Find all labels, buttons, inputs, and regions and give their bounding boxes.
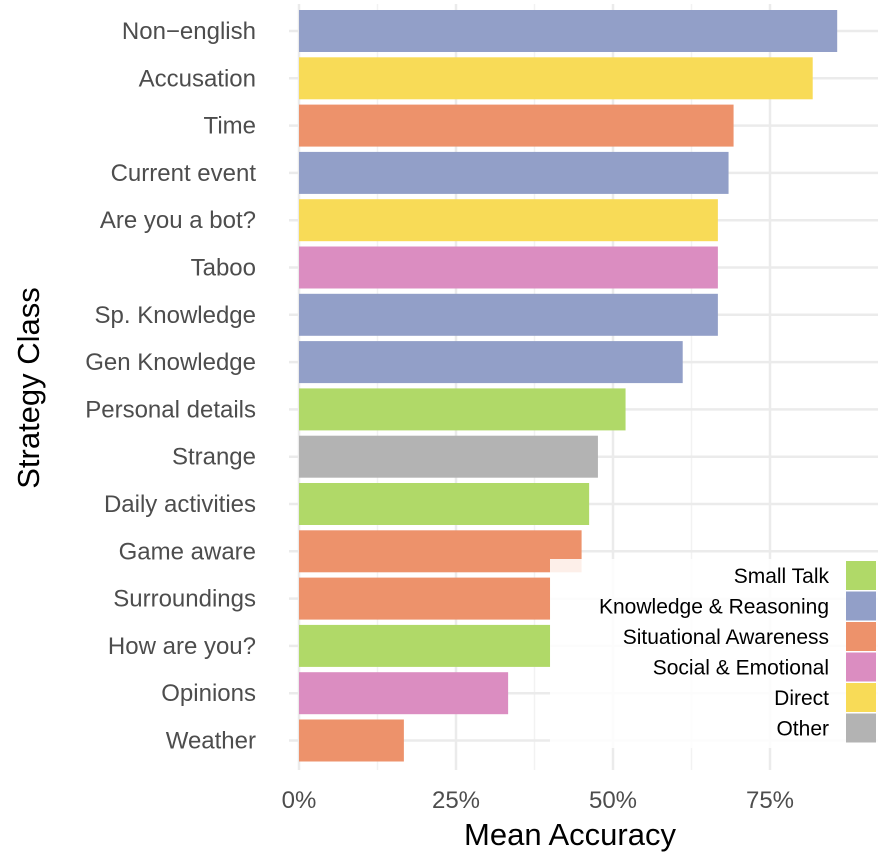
category-label: Strange [172, 444, 256, 471]
bar [299, 388, 626, 431]
category-label: Daily activities [104, 491, 256, 518]
bars [299, 10, 838, 762]
category-label: Time [204, 113, 256, 140]
bar [299, 151, 729, 194]
x-tick-label: 0% [282, 787, 317, 814]
bar [299, 57, 813, 100]
legend-label: Social & Emotional [653, 657, 829, 680]
bar [299, 10, 838, 52]
bar [299, 104, 734, 147]
category-label: Are you a bot? [100, 207, 256, 234]
bar [299, 719, 404, 762]
legend-key [846, 591, 876, 621]
bar [299, 293, 718, 336]
bar [299, 530, 582, 573]
legend-key [846, 683, 876, 712]
x-axis-title: Mean Accuracy [464, 817, 676, 852]
legend-label: Small Talk [734, 565, 830, 588]
bar [299, 672, 509, 715]
category-label: Current event [111, 160, 257, 187]
category-label: Weather [166, 728, 256, 755]
bar [299, 577, 551, 620]
legend-label: Knowledge & Reasoning [599, 596, 829, 619]
legend-background [550, 559, 884, 748]
legend-key [846, 713, 876, 743]
category-label: Game aware [119, 538, 256, 565]
category-label: Opinions [161, 680, 256, 707]
bar [299, 341, 683, 384]
x-tick-label: 25% [432, 787, 480, 814]
category-label: How are you? [108, 633, 256, 660]
legend-key [846, 652, 876, 682]
x-tick-label: 75% [746, 787, 794, 814]
category-label: Personal details [85, 396, 256, 423]
y-axis-title: Strategy Class [11, 287, 46, 489]
category-label: Accusation [139, 65, 256, 92]
category-label: Gen Knowledge [85, 349, 256, 376]
legend: Small Talk Knowledge & Reasoning Situation… [550, 559, 884, 748]
category-labels: Non−english Accusation Time Current event Ar… [85, 18, 256, 755]
legend-label: Situational Awareness [623, 626, 829, 649]
bar [299, 435, 598, 478]
legend-label: Other [776, 718, 829, 741]
x-tick-label: 50% [589, 787, 637, 814]
category-label: Taboo [191, 255, 256, 282]
legend-label: Direct [774, 687, 829, 710]
bar [299, 483, 590, 525]
bar [299, 199, 718, 242]
legend-key [846, 561, 876, 590]
category-label: Sp. Knowledge [95, 302, 256, 329]
bar [299, 624, 551, 667]
category-label: Non−english [122, 18, 256, 45]
x-tick-labels: 0% 25% 50% 75% [282, 787, 794, 814]
legend-key [846, 622, 876, 651]
bar [299, 246, 718, 289]
category-label: Surroundings [113, 586, 256, 613]
